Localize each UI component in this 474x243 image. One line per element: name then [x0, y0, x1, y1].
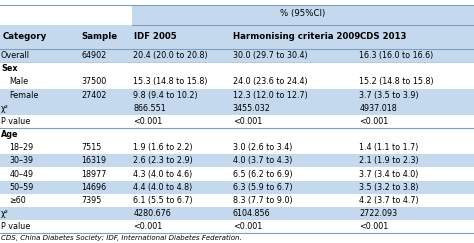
Bar [0, 220, 474, 233]
Text: 3.5 (3.2 to 3.8): 3.5 (3.2 to 3.8) [359, 183, 419, 192]
Bar [0, 181, 474, 194]
Text: 27402: 27402 [81, 91, 107, 100]
Text: Category: Category [3, 32, 47, 42]
Text: 4.0 (3.7 to 4.3): 4.0 (3.7 to 4.3) [233, 156, 292, 165]
Text: 15.3 (14.8 to 15.8): 15.3 (14.8 to 15.8) [133, 78, 208, 87]
Text: 16.3 (16.0 to 16.6): 16.3 (16.0 to 16.6) [359, 51, 434, 60]
Text: 20.4 (20.0 to 20.8): 20.4 (20.0 to 20.8) [133, 51, 208, 60]
Bar [0, 141, 474, 154]
Text: <0.001: <0.001 [133, 222, 163, 231]
Text: Overall: Overall [1, 51, 30, 60]
Text: 64902: 64902 [81, 51, 106, 60]
Bar [0, 102, 474, 115]
Text: Female: Female [9, 91, 39, 100]
Text: Sex: Sex [1, 64, 18, 73]
Bar [0, 75, 474, 88]
Text: 2722.093: 2722.093 [359, 209, 397, 218]
Text: <0.001: <0.001 [359, 222, 389, 231]
Text: 14696: 14696 [81, 183, 106, 192]
Bar [0, 25, 474, 49]
Text: 3.7 (3.5 to 3.9): 3.7 (3.5 to 3.9) [359, 91, 419, 100]
Text: 2.6 (2.3 to 2.9): 2.6 (2.3 to 2.9) [133, 156, 193, 165]
Text: 15.2 (14.8 to 15.8): 15.2 (14.8 to 15.8) [359, 78, 434, 87]
Text: 24.0 (23.6 to 24.4): 24.0 (23.6 to 24.4) [233, 78, 307, 87]
Text: <0.001: <0.001 [359, 117, 389, 126]
Text: 8.3 (7.7 to 9.0): 8.3 (7.7 to 9.0) [233, 196, 292, 205]
Text: 18977: 18977 [81, 170, 107, 179]
Bar [0, 194, 474, 207]
Text: <0.001: <0.001 [233, 222, 262, 231]
Text: 1.4 (1.1 to 1.7): 1.4 (1.1 to 1.7) [359, 143, 419, 152]
Bar [0, 154, 474, 167]
Text: 3455.032: 3455.032 [233, 104, 271, 113]
Text: Harmonising criteria 2009: Harmonising criteria 2009 [233, 32, 360, 42]
Text: ≥60: ≥60 [9, 196, 26, 205]
Text: 1.9 (1.6 to 2.2): 1.9 (1.6 to 2.2) [133, 143, 193, 152]
Text: 4.4 (4.0 to 4.8): 4.4 (4.0 to 4.8) [133, 183, 192, 192]
Bar [132, 5, 474, 25]
Text: P value: P value [1, 117, 30, 126]
Text: 18–29: 18–29 [9, 143, 34, 152]
Bar [0, 167, 474, 181]
Text: 4.3 (4.0 to 4.6): 4.3 (4.0 to 4.6) [133, 170, 192, 179]
Text: 30.0 (29.7 to 30.4): 30.0 (29.7 to 30.4) [233, 51, 307, 60]
Text: Male: Male [9, 78, 28, 87]
Text: 6.1 (5.5 to 6.7): 6.1 (5.5 to 6.7) [133, 196, 193, 205]
Text: 866.551: 866.551 [133, 104, 166, 113]
Text: 16319: 16319 [81, 156, 106, 165]
Text: Age: Age [1, 130, 18, 139]
Bar [0, 88, 474, 102]
Text: IDF 2005: IDF 2005 [134, 32, 176, 42]
Text: χ²: χ² [1, 209, 9, 218]
Text: 3.7 (3.4 to 4.0): 3.7 (3.4 to 4.0) [359, 170, 419, 179]
Text: 4.2 (3.7 to 4.7): 4.2 (3.7 to 4.7) [359, 196, 419, 205]
Text: 4280.676: 4280.676 [133, 209, 171, 218]
Text: 50–59: 50–59 [9, 183, 34, 192]
Text: 2.1 (1.9 to 2.3): 2.1 (1.9 to 2.3) [359, 156, 419, 165]
Bar [0, 62, 474, 75]
Text: P value: P value [1, 222, 30, 231]
Bar [0, 128, 474, 141]
Bar [0, 115, 474, 128]
Text: CDS 2013: CDS 2013 [360, 32, 406, 42]
Bar [0, 49, 474, 62]
Text: CDS, China Diabetes Society; IDF, International Diabetes Federation.: CDS, China Diabetes Society; IDF, Intern… [1, 234, 242, 241]
Text: 7395: 7395 [81, 196, 101, 205]
Text: 40–49: 40–49 [9, 170, 34, 179]
Text: 4937.018: 4937.018 [359, 104, 397, 113]
Text: Sample: Sample [82, 32, 118, 42]
Text: 37500: 37500 [81, 78, 106, 87]
Text: <0.001: <0.001 [133, 117, 163, 126]
Text: % (95%CI): % (95%CI) [280, 9, 326, 18]
Text: χ²: χ² [1, 104, 9, 113]
Text: 12.3 (12.0 to 12.7): 12.3 (12.0 to 12.7) [233, 91, 308, 100]
Text: 6.3 (5.9 to 6.7): 6.3 (5.9 to 6.7) [233, 183, 292, 192]
Text: 7515: 7515 [81, 143, 101, 152]
Text: 6104.856: 6104.856 [233, 209, 270, 218]
Text: <0.001: <0.001 [233, 117, 262, 126]
Text: 6.5 (6.2 to 6.9): 6.5 (6.2 to 6.9) [233, 170, 292, 179]
Text: 30–39: 30–39 [9, 156, 34, 165]
Text: 3.0 (2.6 to 3.4): 3.0 (2.6 to 3.4) [233, 143, 292, 152]
Text: 9.8 (9.4 to 10.2): 9.8 (9.4 to 10.2) [133, 91, 198, 100]
Bar [0, 207, 474, 220]
